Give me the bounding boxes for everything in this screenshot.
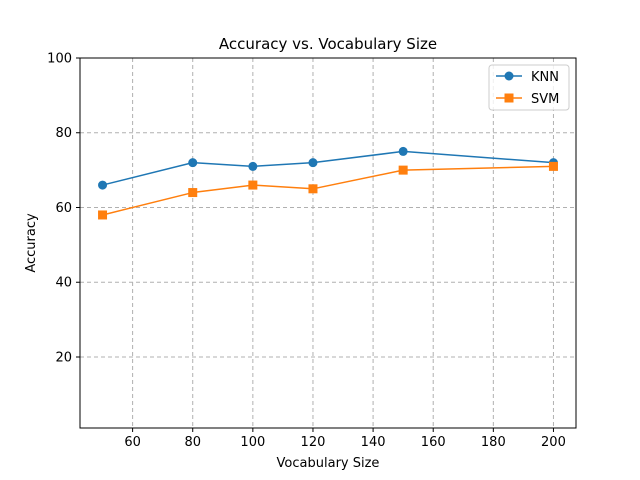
tick-layer: 60 80 100 120 140 160 180 200 20 40 60 80 100 [47, 52, 566, 451]
grid-layer [80, 57, 576, 428]
y-tick-label: 80 [55, 126, 72, 141]
x-tick-label: 200 [541, 435, 566, 450]
series-line-knn [102, 150, 554, 186]
data-point-knn [398, 146, 408, 156]
data-point-svm [248, 180, 258, 190]
data-point-svm [308, 184, 318, 194]
x-tick-label: 160 [421, 435, 446, 450]
x-tick-label: 100 [240, 435, 265, 450]
y-tick-label: 60 [55, 201, 72, 216]
data-point-knn [248, 161, 258, 171]
y-tick-label: 20 [55, 350, 72, 365]
legend-marker-svm [504, 93, 514, 103]
data-point-knn [98, 180, 108, 190]
y-tick-label: 40 [55, 276, 72, 291]
data-point-knn [308, 158, 318, 168]
data-point-svm [188, 188, 198, 198]
series-layer [98, 146, 558, 220]
chart-title: Accuracy vs. Vocabulary Size [219, 35, 437, 53]
legend-label-svm: SVM [531, 92, 559, 107]
x-tick-label: 120 [301, 435, 326, 450]
x-tick-label: 180 [481, 435, 506, 450]
legend-label-knn: KNN [531, 70, 559, 85]
x-axis-label: Vocabulary Size [277, 456, 380, 471]
data-point-svm [98, 210, 108, 220]
x-tick-label: 140 [361, 435, 386, 450]
series-line-svm [102, 165, 554, 216]
x-tick-label: 60 [124, 435, 141, 450]
y-tick-label: 100 [47, 52, 72, 67]
legend: KNN SVM [488, 64, 570, 111]
data-point-svm [398, 165, 408, 175]
y-axis-label: Accuracy [24, 213, 39, 273]
plot-frame [79, 57, 577, 429]
x-tick-label: 80 [184, 435, 201, 450]
legend-marker-knn [504, 71, 514, 81]
data-point-knn [188, 158, 198, 168]
data-point-svm [548, 161, 558, 171]
